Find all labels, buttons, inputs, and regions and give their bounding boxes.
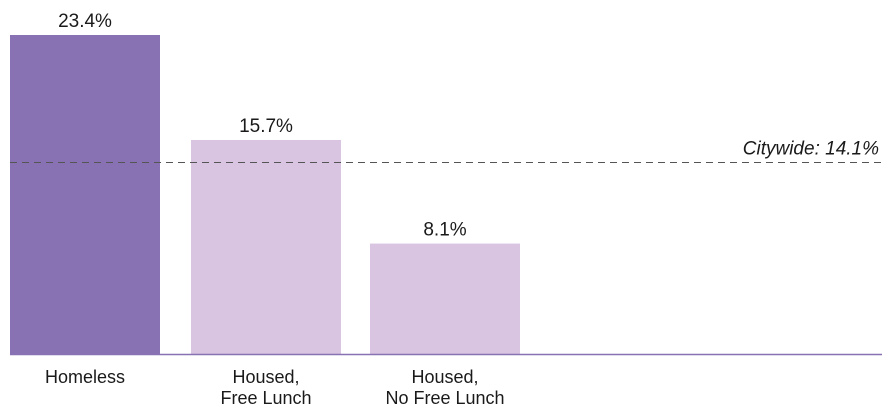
value-label-2: 8.1% — [423, 220, 466, 241]
value-label-0: 23.4% — [58, 11, 112, 32]
reference-line-group: Citywide: 14.1% — [10, 139, 882, 163]
bar-1 — [191, 139, 341, 354]
bars-group — [10, 35, 520, 354]
value-label-1: 15.7% — [239, 116, 293, 137]
category-label-1-line-1: Free Lunch — [220, 388, 311, 408]
category-label-1-line-0: Housed, — [232, 367, 299, 387]
category-label-2-line-0: Housed, — [411, 367, 478, 387]
bar-2 — [370, 243, 520, 354]
bar-0 — [10, 35, 160, 354]
category-label-2: Housed, No Free Lunch — [385, 367, 504, 408]
category-label-2-line-1: No Free Lunch — [385, 388, 504, 408]
category-label-0-line-0: Homeless — [45, 367, 125, 387]
citywide-reference-label: Citywide: 14.1% — [743, 139, 879, 160]
category-label-0: Homeless — [45, 367, 125, 387]
category-label-1: Housed, Free Lunch — [220, 367, 311, 408]
